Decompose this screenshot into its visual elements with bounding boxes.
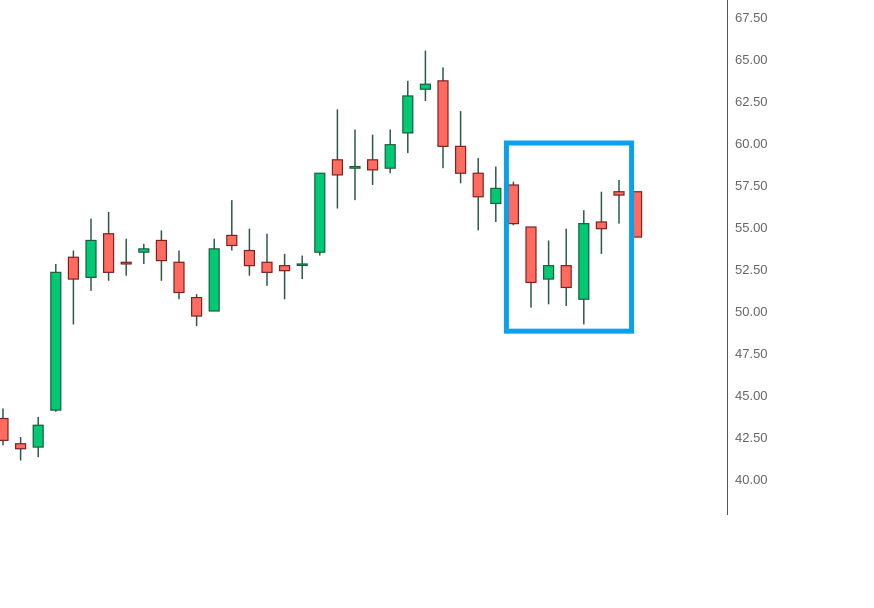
candle-body-down — [155, 239, 167, 262]
y-tick-label: 47.50 — [735, 346, 768, 361]
candle-body-up — [85, 239, 97, 279]
y-tick-label: 42.50 — [735, 430, 768, 445]
candle-body-down — [613, 191, 625, 196]
y-tick-label: 57.50 — [735, 178, 768, 193]
candle-body-up — [296, 263, 308, 267]
y-axis-ticks: 40.00 42.50 45.00 47.50 50.00 52.50 55.0… — [735, 10, 768, 487]
candle-body-down — [191, 296, 203, 317]
candle-body-down — [279, 265, 291, 272]
y-tick-label: 55.00 — [735, 220, 768, 235]
candle-body-down — [507, 184, 519, 225]
candle-body-down — [226, 234, 238, 247]
candle-body-up — [50, 271, 62, 411]
candle-body-down — [67, 256, 80, 280]
candle-body-down — [437, 80, 449, 147]
candle-body-up — [419, 83, 431, 90]
y-tick-label: 60.00 — [735, 136, 768, 151]
candle-body-up — [578, 223, 590, 300]
candle-body-up — [314, 172, 326, 253]
y-tick-label: 65.00 — [735, 52, 768, 67]
candle-body-up — [208, 248, 220, 312]
y-tick-label: 52.50 — [735, 262, 768, 277]
candle-body-down — [472, 172, 484, 198]
candle-body-up — [32, 424, 44, 448]
candle-body-down — [0, 417, 9, 441]
candle-body-down — [560, 265, 572, 289]
candle-body-down — [243, 249, 255, 267]
candle-body-down — [367, 159, 379, 171]
candle-body-up — [384, 144, 396, 169]
candle-body-down — [261, 261, 273, 273]
y-tick-label: 40.00 — [735, 472, 768, 487]
y-tick-label: 45.00 — [735, 388, 768, 403]
candle-body-down — [120, 261, 132, 265]
highlight-box — [503, 140, 635, 334]
y-tick-label: 62.50 — [735, 94, 768, 109]
y-tick-label: 67.50 — [735, 10, 768, 25]
candle-body-down — [455, 145, 467, 174]
candle-body-down — [331, 159, 343, 176]
candle-body-down — [595, 221, 608, 230]
candle-body-up — [542, 265, 555, 280]
candle-body-up — [402, 95, 414, 134]
candle-body-down — [102, 233, 115, 273]
candle-body-down — [15, 443, 27, 450]
candles-layer — [0, 50, 643, 461]
candle-body-down — [173, 261, 185, 294]
y-tick-label: 50.00 — [735, 304, 768, 319]
candle-body-up — [490, 187, 502, 205]
candle-body-down — [525, 226, 537, 284]
candle-body-up — [349, 165, 361, 169]
candle-body-up — [138, 248, 150, 253]
